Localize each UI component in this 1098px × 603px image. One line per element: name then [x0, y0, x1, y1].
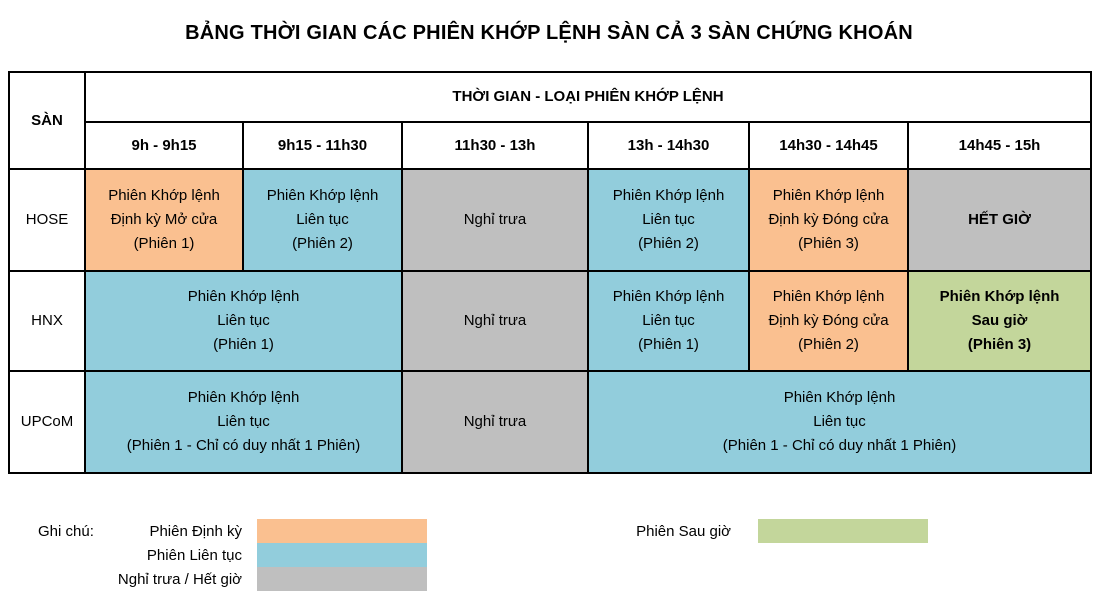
table-row-upcom: UPCoM Phiên Khớp lệnh Liên tục (Phiên 1 …	[8, 370, 1093, 474]
time-header-6: 14h45 - 15h	[906, 121, 1093, 170]
session-cell-hnx-2: Nghỉ trưa	[401, 270, 589, 372]
session-cell-hnx-3: Phiên Khớp lệnh Liên tục (Phiên 1)	[587, 270, 750, 372]
time-header-4: 13h - 14h30	[587, 121, 750, 170]
group-header-time: THỜI GIAN - LOẠI PHIÊN KHỚP LỆNH	[83, 71, 1093, 123]
trading-schedule-table: SÀN THỜI GIAN - LOẠI PHIÊN KHỚP LỆNH 9h …	[8, 71, 1093, 474]
exchange-label-upcom: UPCoM	[8, 370, 86, 474]
legend-item-break-label: Nghỉ trưa / Hết giờ	[117, 570, 242, 588]
session-cell-hnx-5: Phiên Khớp lệnh Sau giờ (Phiên 3)	[906, 270, 1093, 372]
legend-item-afterhours-label: Phiên Sau giờ	[636, 522, 731, 540]
table-row-hnx: HNX Phiên Khớp lệnh Liên tục (Phiên 1) N…	[8, 270, 1093, 372]
table-row-hose: HOSE Phiên Khớp lệnh Định kỳ Mở cửa (Phi…	[8, 168, 1093, 272]
session-cell-hnx-4: Phiên Khớp lệnh Định kỳ Đóng cửa (Phiên …	[748, 270, 909, 372]
time-header-1: 9h - 9h15	[84, 121, 244, 170]
page-title: BẢNG THỜI GIAN CÁC PHIÊN KHỚP LỆNH SÀN C…	[185, 22, 913, 44]
time-header-3: 11h30 - 13h	[401, 121, 589, 170]
session-cell-hose-3: Nghỉ trưa	[401, 168, 589, 272]
session-cell-hose-5: Phiên Khớp lệnh Định kỳ Đóng cửa (Phiên …	[748, 168, 909, 272]
session-cell-upcom-1: Phiên Khớp lệnh Liên tục (Phiên 1 - Chỉ …	[84, 370, 403, 474]
legend-item-periodic-label: Phiên Định kỳ	[149, 522, 242, 540]
session-cell-hose-4: Phiên Khớp lệnh Liên tục (Phiên 2)	[587, 168, 750, 272]
legend-item-continuous-label: Phiên Liên tục	[146, 546, 242, 564]
session-cell-hose-1: Phiên Khớp lệnh Định kỳ Mở cửa (Phiên 1)	[84, 168, 244, 272]
legend-row-periodic: Ghi chú: Phiên Định kỳ	[38, 519, 1098, 543]
legend-row-break: Nghỉ trưa / Hết giờ	[38, 567, 1098, 591]
session-cell-hose-2: Phiên Khớp lệnh Liên tục (Phiên 2)	[242, 168, 403, 272]
legend-swatch-break-gray	[257, 567, 427, 591]
exchange-label-hose: HOSE	[8, 168, 86, 272]
session-cell-upcom-3: Phiên Khớp lệnh Liên tục (Phiên 1 - Chỉ …	[586, 370, 1093, 474]
legend-left-group: Ghi chú: Phiên Định kỳ Phiên Liên tục Ng…	[38, 519, 1098, 591]
legend-swatch-periodic-orange	[257, 519, 427, 543]
legend-row-continuous: Phiên Liên tục	[38, 543, 1098, 567]
session-cell-hose-6: HẾT GIỜ	[906, 168, 1093, 272]
time-header-2: 9h15 - 11h30	[242, 121, 403, 170]
session-cell-upcom-2: Nghỉ trưa	[401, 370, 589, 474]
legend-label: Ghi chú:	[38, 522, 94, 540]
session-cell-hnx-1: Phiên Khớp lệnh Liên tục (Phiên 1)	[84, 270, 403, 372]
column-header-exchange: SÀN	[8, 71, 86, 170]
legend: Ghi chú: Phiên Định kỳ Phiên Liên tục Ng…	[38, 519, 1098, 599]
legend-right-group: Phiên Sau giờ	[598, 519, 928, 543]
legend-swatch-afterhours-green	[758, 519, 928, 543]
legend-swatch-continuous-blue	[257, 543, 427, 567]
exchange-label-hnx: HNX	[8, 270, 86, 372]
time-header-5: 14h30 - 14h45	[748, 121, 909, 170]
